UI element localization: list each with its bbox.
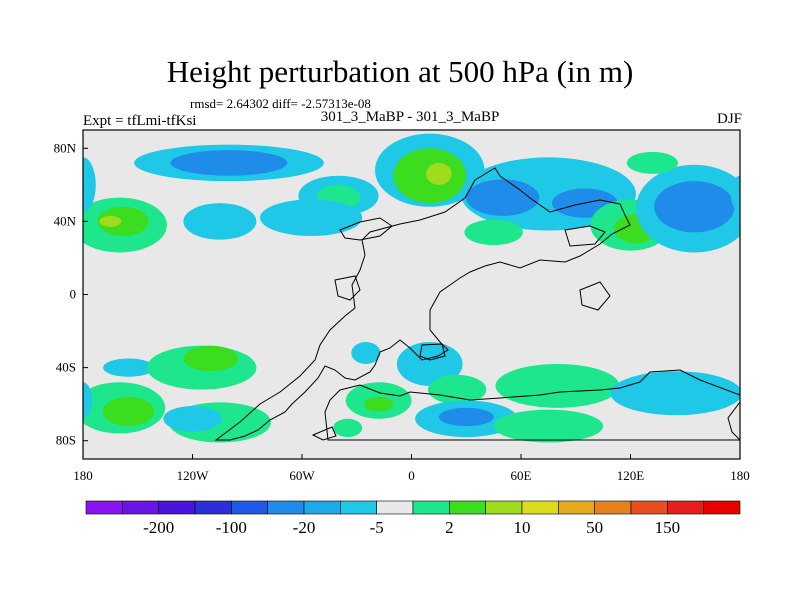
x-tick-label-1: 120W	[177, 468, 210, 483]
y-tick-label-2: 0	[70, 287, 77, 302]
colorbar-label-4: 2	[445, 518, 454, 537]
contour-blob-35	[438, 407, 494, 427]
contour-blob-19	[183, 203, 257, 240]
colorbar-swatch-12	[521, 500, 559, 515]
colorbar-swatch-9	[412, 500, 450, 515]
contour-blob-1	[170, 150, 288, 176]
colorbar-label-0: -200	[143, 518, 174, 537]
y-tick-label-3: 40S	[56, 360, 76, 375]
contour-blob-28	[351, 342, 381, 364]
contour-blob-40	[730, 175, 740, 213]
colorbar-label-7: 150	[655, 518, 681, 537]
contour-blob-39	[83, 157, 96, 213]
contour-blob-20	[260, 199, 363, 237]
contour-blob-33	[427, 374, 487, 405]
colorbar-swatch-15	[630, 500, 668, 515]
chart-title: Height perturbation at 500 hPa (in m)	[166, 54, 634, 89]
contour-blob-32	[396, 342, 463, 386]
x-tick-label-2: 60W	[289, 468, 315, 483]
y-tick-label-4: 80S	[56, 433, 76, 448]
coastline-segment-5	[339, 217, 393, 241]
x-tick-label-0: 180	[73, 468, 93, 483]
colorbar-swatch-3	[194, 500, 232, 515]
coastline-segment-7	[311, 426, 337, 441]
colorbar: -200 -100 -20 -5 2 10 50 150	[85, 500, 741, 537]
coastline-segment-0	[324, 369, 740, 441]
x-tick-label-5: 120E	[617, 468, 645, 483]
coastline-segment-4	[419, 343, 446, 361]
contour-blob-30	[364, 396, 394, 412]
contour-blob-23	[183, 345, 239, 372]
colorbar-swatch-10	[449, 500, 486, 515]
contour-blob-27	[163, 405, 222, 432]
contour-blob-15	[626, 151, 678, 174]
colorbar-swatch-6	[303, 500, 341, 515]
coastline-segment-3	[579, 281, 611, 311]
stats-label: rmsd= 2.64302 diff= -2.57313e-08	[190, 96, 371, 111]
colorbar-swatch-5	[267, 500, 305, 515]
contour-blob-38	[610, 371, 740, 416]
colorbar-swatch-2	[158, 500, 196, 515]
colorbar-swatch-13	[558, 500, 595, 515]
colorbar-label-3: -5	[370, 518, 384, 537]
colorbar-label-5: 10	[514, 518, 531, 537]
colorbar-swatch-14	[594, 500, 632, 515]
x-axis: 180 120W 60W 0 60E 120E 180	[73, 454, 750, 483]
y-tick-label-0: 80N	[54, 140, 77, 155]
colorbar-swatch-0	[85, 500, 123, 515]
coastline-segment-6	[564, 225, 606, 247]
x-tick-label-3: 0	[408, 468, 415, 483]
contour-blob-41	[83, 382, 93, 419]
coastline-segment-2	[334, 275, 361, 301]
coastline-segment-1	[214, 167, 631, 441]
colorbar-label-1: -100	[216, 518, 247, 537]
contour-blob-10	[464, 219, 523, 246]
colorbar-swatch-8	[376, 500, 414, 515]
contour-blob-6	[426, 162, 452, 185]
season-label: DJF	[716, 111, 742, 127]
coastline-segment-8	[727, 401, 740, 441]
colorbar-swatch-7	[340, 500, 377, 515]
contour-blob-21	[103, 358, 155, 377]
colorbar-swatch-11	[485, 500, 523, 515]
colorbar-label-2: -20	[293, 518, 316, 537]
y-axis: 80N 40N 0 40S 80S	[54, 140, 88, 448]
x-tick-label-6: 180	[730, 468, 750, 483]
contour-blob-17	[97, 206, 149, 237]
x-tick-label-4: 60E	[511, 468, 532, 483]
comparison-label: 301_3_MaBP - 301_3_MaBP	[320, 109, 500, 125]
contour-field	[83, 133, 740, 443]
colorbar-swatch-1	[122, 500, 159, 515]
colorbar-swatch-17	[703, 500, 741, 515]
colorbar-label-6: 50	[586, 518, 603, 537]
contour-blob-8	[466, 179, 540, 216]
contour-blob-36	[495, 363, 620, 408]
contour-blob-14	[654, 181, 735, 233]
contour-blob-18	[99, 215, 122, 227]
coastline	[214, 167, 740, 441]
y-tick-label-1: 40N	[54, 213, 77, 228]
contour-blob-25	[103, 396, 155, 427]
colorbar-swatch-16	[667, 500, 704, 515]
colorbar-swatch-4	[231, 500, 268, 515]
contour-blob-37	[493, 409, 604, 443]
experiment-label: Expt = tfLmi-tfKsi	[83, 113, 197, 129]
contour-blob-31	[333, 418, 363, 438]
